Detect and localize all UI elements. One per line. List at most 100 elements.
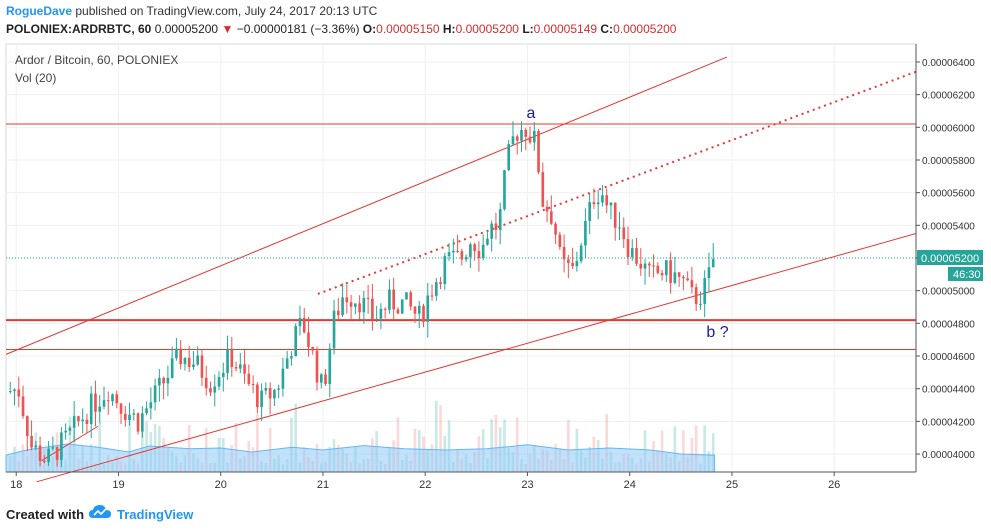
- candle-body: [447, 252, 451, 257]
- high-value: 0.00005200: [455, 22, 519, 36]
- price-change: −0.00000181 (−3.36%): [236, 22, 360, 36]
- candle-body: [281, 368, 285, 389]
- candle-body: [511, 136, 515, 145]
- volume-bar: [256, 413, 259, 472]
- candle-body: [647, 263, 651, 266]
- candle-body: [494, 223, 498, 231]
- volume-bar: [128, 415, 131, 472]
- created-with-text: Created with: [6, 507, 85, 522]
- candle-body: [196, 355, 200, 365]
- trendline: [36, 233, 917, 483]
- time-axis[interactable]: 18 19 20 21 22 23 24 25 26: [6, 471, 916, 491]
- y-tick-label: 0.00006000: [922, 123, 975, 134]
- candle-body: [179, 348, 182, 365]
- publish-line: RogueDave published on TradingView.com, …: [6, 4, 377, 18]
- tradingview-brand[interactable]: TradingView: [117, 507, 194, 522]
- candle-body: [371, 298, 374, 320]
- candle-body: [690, 280, 694, 288]
- candle-body: [30, 436, 33, 448]
- x-tick-label: 23: [521, 479, 533, 491]
- candle-body: [481, 244, 485, 258]
- candle-body: [115, 394, 119, 404]
- candle-body: [247, 373, 251, 384]
- x-tick-label: 25: [726, 479, 738, 491]
- candle-body: [153, 385, 157, 403]
- candle-body: [405, 292, 408, 300]
- candle-body: [622, 227, 626, 240]
- candle-body: [503, 170, 506, 210]
- trendline: [5, 56, 728, 355]
- candle-body: [51, 447, 55, 449]
- candle-body: [375, 318, 378, 320]
- candle-body: [601, 195, 604, 203]
- candle-body: [490, 223, 493, 239]
- candle-body: [311, 346, 315, 351]
- candle-body: [209, 388, 212, 393]
- y-tick-label: 0.00004000: [922, 450, 975, 461]
- candle-body: [456, 250, 459, 252]
- trendlines[interactable]: [5, 56, 917, 483]
- y-tick-label: 0.00004200: [922, 417, 975, 428]
- candle-body: [60, 432, 63, 460]
- candle-body: [94, 393, 97, 412]
- candle-body: [106, 400, 110, 402]
- candles: [8, 121, 715, 468]
- last-price: 0.00005200: [154, 22, 219, 36]
- candle-body: [213, 386, 217, 393]
- candle-body: [452, 250, 455, 253]
- tradingview-cloud-icon[interactable]: [88, 504, 112, 520]
- candle-body: [707, 267, 711, 279]
- candle-body: [47, 448, 50, 462]
- footer: Created with TradingView: [0, 496, 991, 532]
- published-text: published on TradingView.com, July 24, 2…: [75, 4, 378, 18]
- price-chart[interactable]: 0.00004000 0.00004200 0.00004400 0.00004600…: [0, 40, 991, 496]
- candle-body: [579, 245, 583, 262]
- candle-body: [422, 305, 425, 322]
- volume-bar: [682, 430, 685, 472]
- candle-body: [366, 297, 370, 299]
- candle-body: [592, 202, 596, 205]
- candle-body: [349, 302, 353, 307]
- candle-body: [141, 413, 144, 432]
- candle-body: [319, 374, 323, 383]
- candle-body: [686, 278, 689, 281]
- candle-body: [192, 364, 195, 367]
- candle-body: [217, 377, 221, 387]
- wave-label-b[interactable]: b ?: [706, 324, 728, 341]
- candle-body: [102, 400, 106, 407]
- close-value: 0.00005200: [613, 22, 677, 36]
- candle-body: [596, 202, 600, 205]
- candle-body: [498, 209, 502, 231]
- candle-body: [307, 332, 310, 347]
- author-name[interactable]: RogueDave: [6, 4, 73, 18]
- y-tick-label: 0.00005800: [922, 156, 975, 167]
- candle-body: [183, 357, 187, 365]
- candle-body: [68, 427, 72, 431]
- x-tick-label: 24: [624, 479, 636, 491]
- candle-body: [626, 239, 630, 258]
- candle-body: [524, 129, 528, 137]
- candle-body: [426, 295, 430, 322]
- wave-label-a[interactable]: a: [526, 105, 535, 122]
- candle-body: [630, 248, 634, 258]
- volume-bar: [290, 417, 293, 472]
- candle-body: [315, 350, 319, 383]
- candle-body: [584, 220, 587, 246]
- candle-body: [354, 303, 357, 307]
- candle-body: [537, 130, 540, 173]
- candle-body: [434, 282, 438, 296]
- chart-header: RogueDave published on TradingView.com, …: [0, 0, 991, 40]
- y-tick-label: 0.00004400: [922, 385, 975, 396]
- candle-body: [545, 206, 549, 212]
- candle-body: [38, 445, 42, 462]
- candle-body: [562, 247, 566, 260]
- candle-body: [469, 244, 472, 257]
- low-value: 0.00005149: [533, 22, 598, 36]
- symbol-label: POLONIEX:ARDRBTC, 60: [6, 22, 152, 36]
- candle-body: [204, 377, 208, 389]
- x-tick-label: 26: [828, 479, 840, 491]
- x-tick-label: 21: [317, 479, 329, 491]
- y-tick-label: 0.00004800: [922, 319, 975, 330]
- candle-body: [238, 364, 242, 369]
- candle-body: [541, 172, 545, 207]
